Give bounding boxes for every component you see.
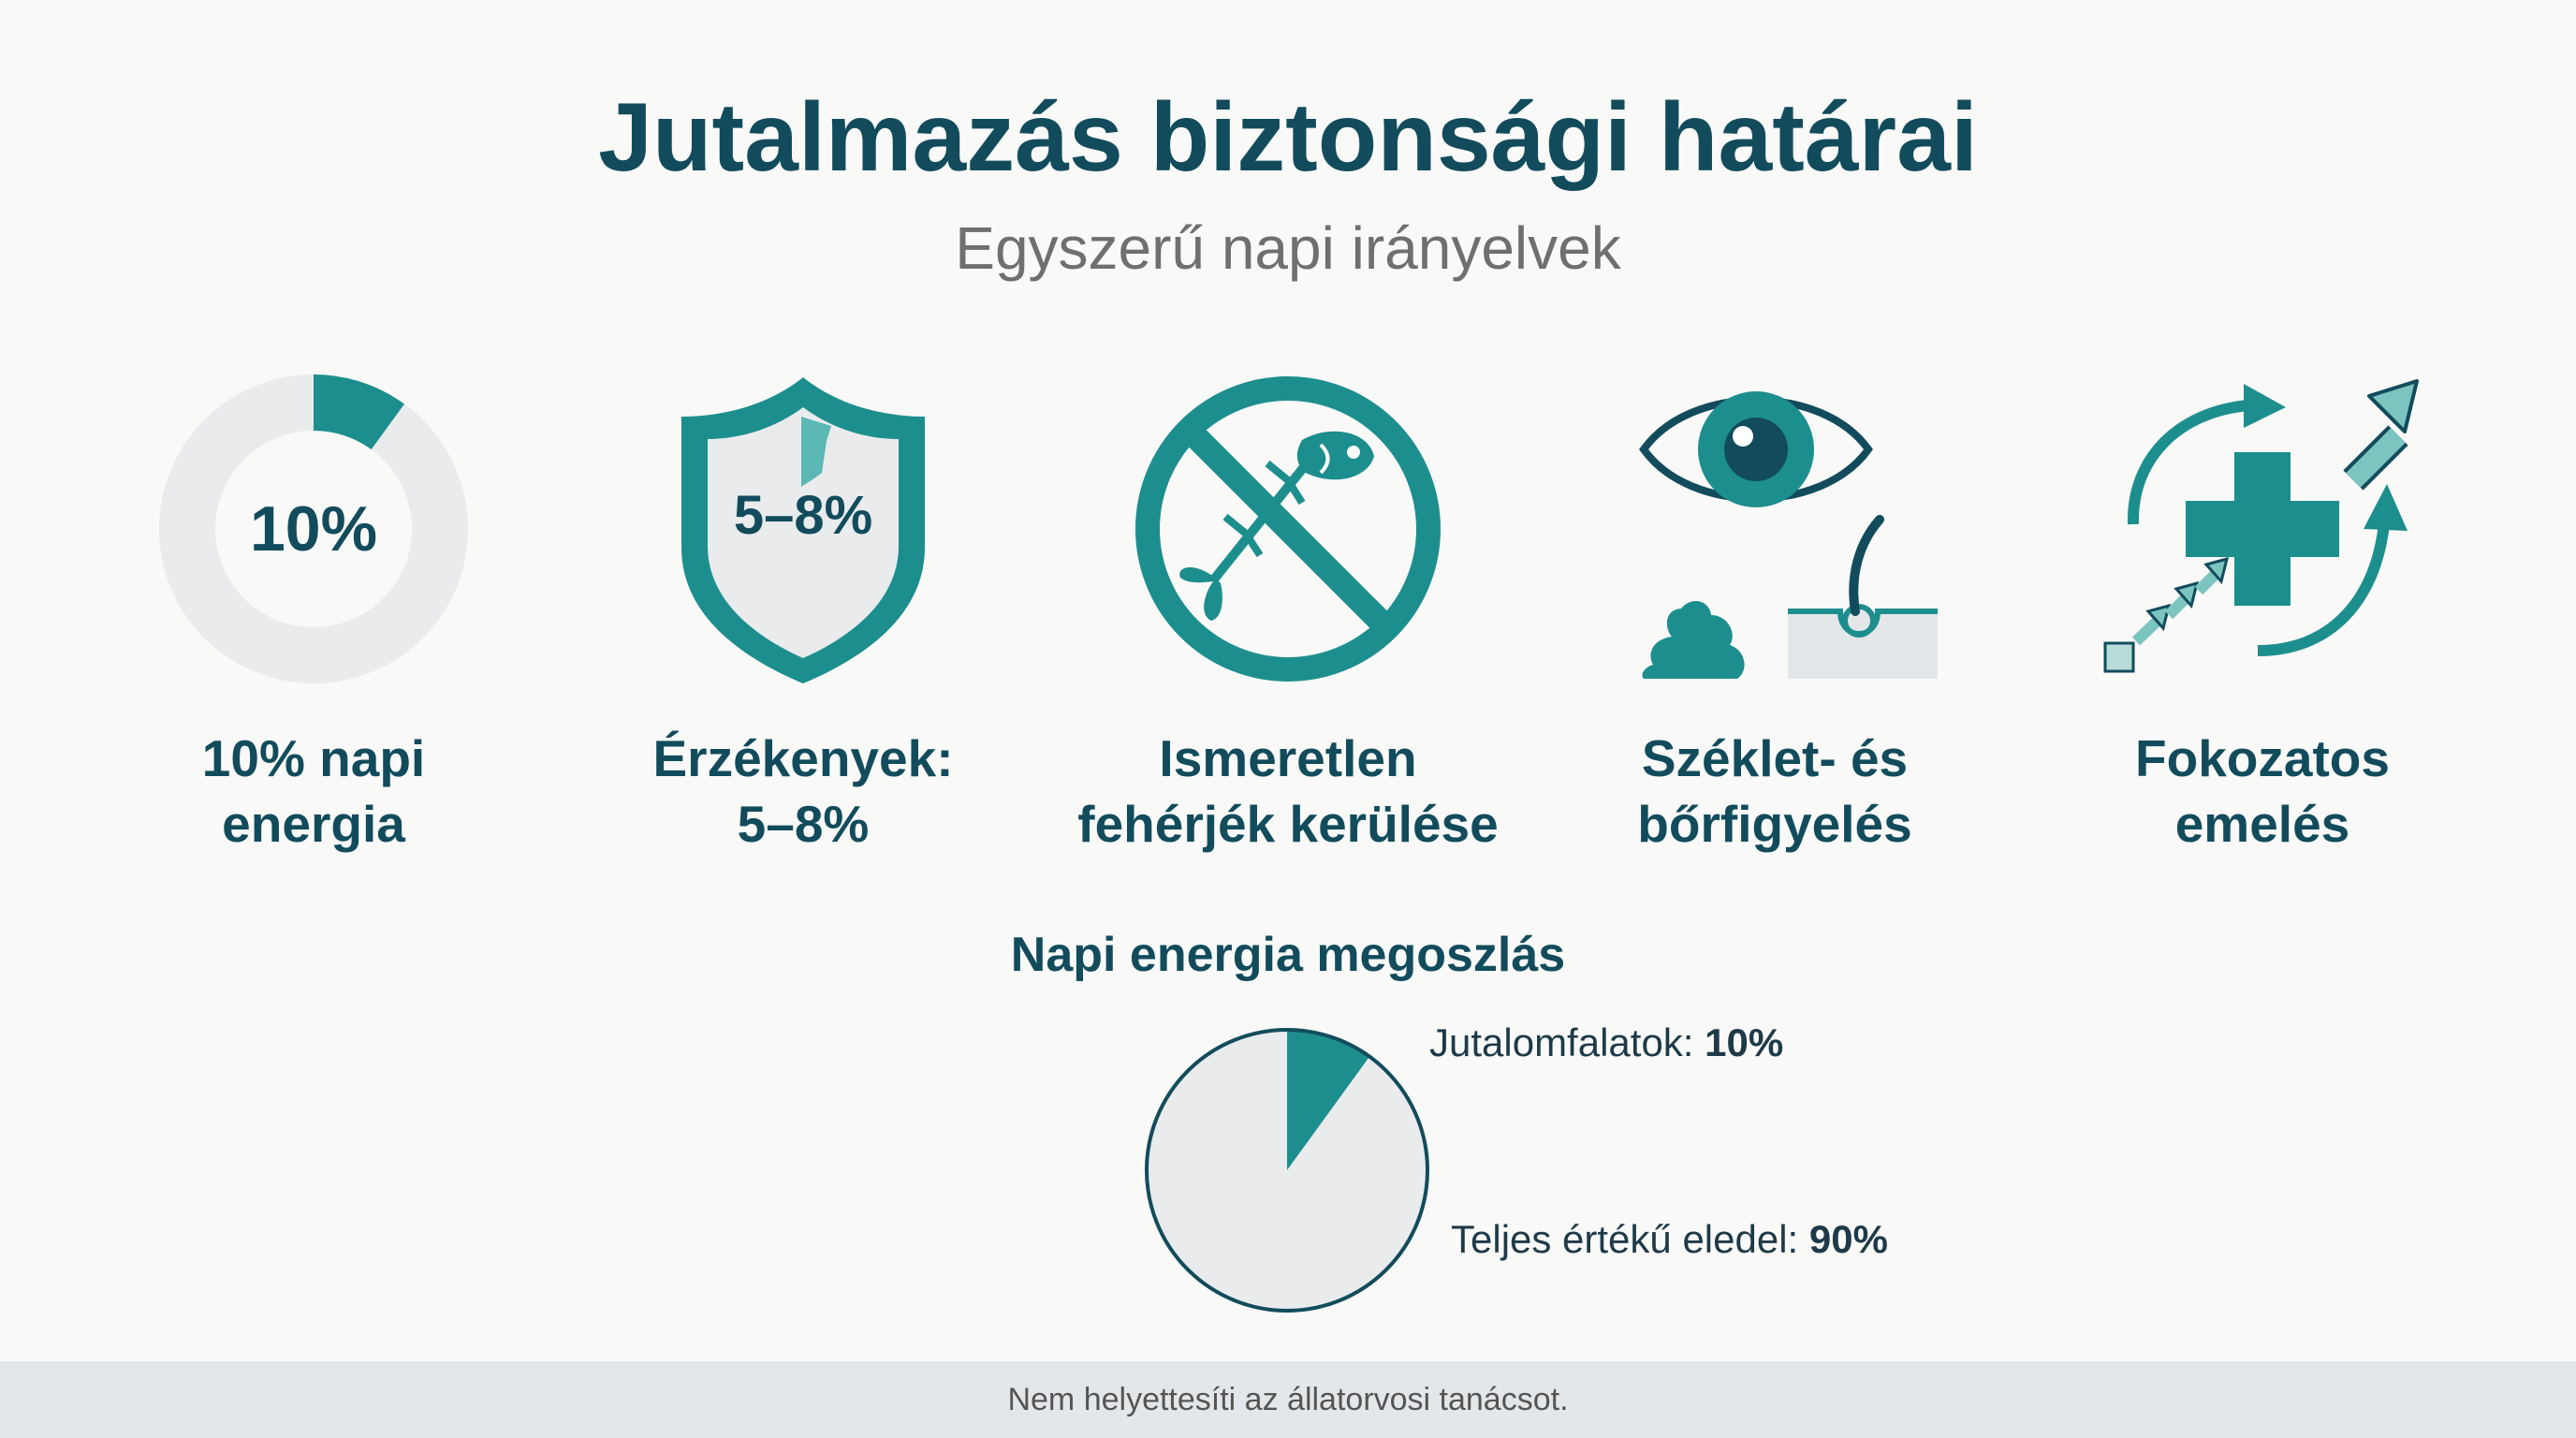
legend-complete-food-value: 90% bbox=[1808, 1217, 1888, 1261]
card-label-line2: fehérjék kerülése bbox=[1077, 795, 1499, 853]
pie-slice-1 bbox=[1147, 1030, 1427, 1311]
card-stool-skin-monitoring: Széklet- és bőrfigyelés bbox=[1513, 370, 2037, 875]
page-title: Jutalmazás biztonsági határai bbox=[598, 83, 1978, 192]
no-fish-icon bbox=[1135, 376, 1441, 682]
donut-filled-segment bbox=[314, 374, 404, 450]
distribution-title: Napi energia megoszlás bbox=[1010, 928, 1566, 982]
card-gradual-increase: Fokozatos emelés bbox=[2000, 370, 2525, 875]
pie-slice-0 bbox=[1287, 1030, 1370, 1170]
card-unknown-proteins: Ismeretlen fehérjék kerülése bbox=[1026, 370, 1550, 875]
stool-icon bbox=[1642, 600, 1745, 679]
eye-icon bbox=[1639, 391, 1873, 507]
card-label-line2: bőrfigyelés bbox=[1637, 795, 1912, 853]
legend-complete-food-label: Teljes értékű eledel: bbox=[1451, 1217, 1799, 1261]
legend-treats-value: 10% bbox=[1705, 1020, 1784, 1064]
donut-center-label: 10% bbox=[250, 493, 377, 565]
card-label-line1: Érzékenyek: bbox=[652, 729, 954, 787]
gradual-increase-icon bbox=[2103, 379, 2419, 673]
shield-center-label: 5–8% bbox=[734, 485, 872, 546]
card-label-line1: Fokozatos bbox=[2135, 729, 2390, 787]
shield-icon: 5–8% bbox=[681, 377, 925, 683]
legend-complete-food: Teljes értékű eledel: 90% bbox=[1451, 1217, 1888, 1262]
card-label-line2: energia bbox=[222, 795, 405, 853]
card-label-line1: Széklet- és bbox=[1641, 729, 1909, 787]
card-label-line1: Ismeretlen bbox=[1159, 729, 1417, 787]
legend-treats-label: Jutalomfalatok: bbox=[1429, 1020, 1694, 1064]
pie-outline bbox=[1145, 1028, 1429, 1313]
donut-10-percent-icon: 10% bbox=[159, 374, 468, 683]
card-daily-energy: 10% 10% napi energia bbox=[51, 370, 576, 875]
skin-hair-icon bbox=[1788, 515, 1938, 679]
energy-pie-chart bbox=[1145, 1028, 1429, 1313]
legend-treats: Jutalomfalatok: 10% bbox=[1429, 1020, 1783, 1065]
card-sensitive: 5–8% Érzékenyek: 5–8% bbox=[541, 370, 1065, 875]
card-label-line2: 5–8% bbox=[737, 795, 870, 853]
eye-stool-skin-icon bbox=[1639, 391, 1938, 679]
card-label-line1: 10% napi bbox=[201, 729, 426, 787]
page-subtitle: Egyszerű napi irányelvek bbox=[955, 214, 1621, 282]
card-label-line2: emelés bbox=[2174, 795, 2350, 853]
disclaimer-footer: Nem helyettesíti az állatorvosi tanácsot… bbox=[0, 1361, 2576, 1438]
